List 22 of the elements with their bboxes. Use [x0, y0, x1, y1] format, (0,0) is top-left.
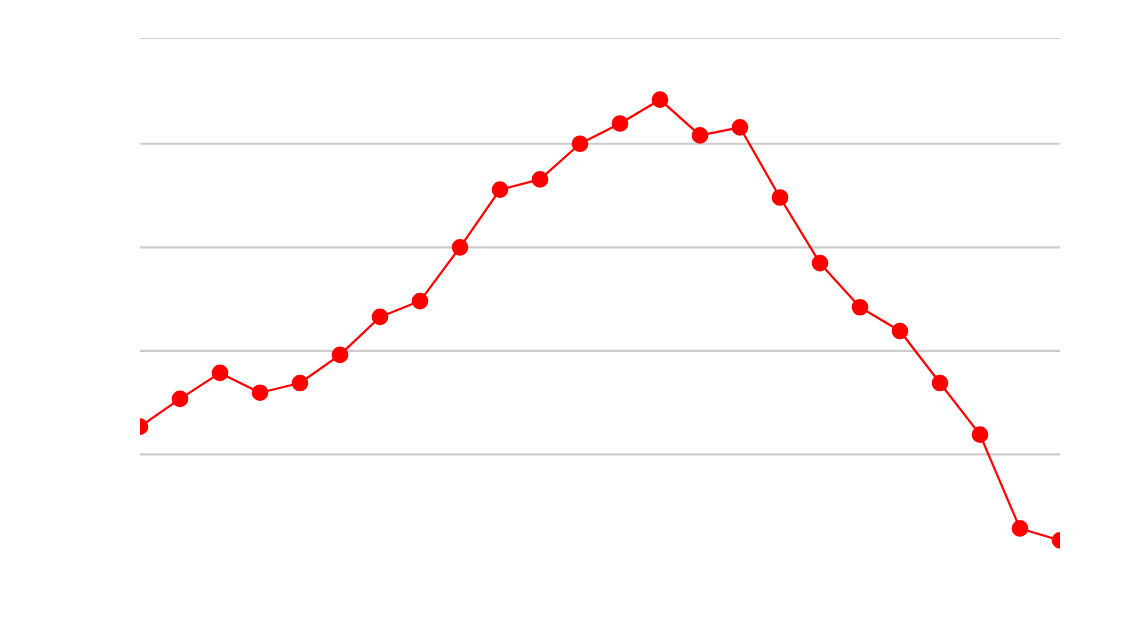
point: [331, 346, 349, 364]
point: [691, 127, 709, 144]
point: [211, 364, 229, 382]
point: [731, 119, 749, 136]
point: [651, 91, 669, 109]
point: [291, 374, 309, 392]
point: [611, 115, 629, 132]
point: [891, 322, 909, 340]
point: [251, 384, 269, 402]
point: [811, 254, 829, 272]
point: [931, 374, 949, 392]
point: [411, 292, 429, 310]
point: [771, 189, 789, 206]
point: [571, 135, 589, 153]
point: [851, 298, 869, 316]
point: [531, 171, 549, 188]
point: [1011, 520, 1029, 537]
point: [371, 308, 389, 326]
point: [971, 426, 989, 443]
point: [491, 181, 509, 198]
point: [171, 390, 189, 408]
point: [451, 238, 469, 256]
